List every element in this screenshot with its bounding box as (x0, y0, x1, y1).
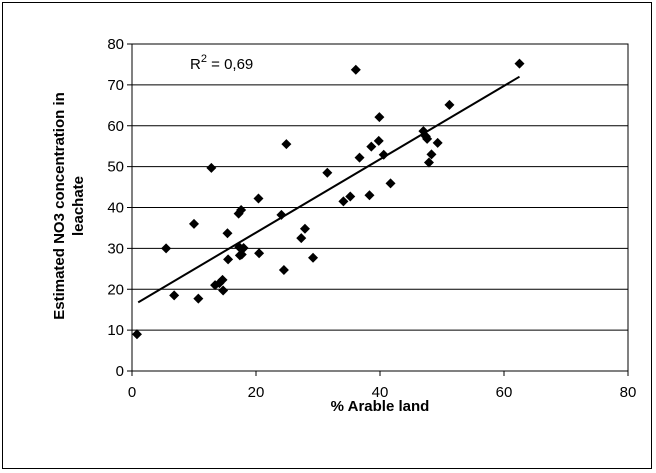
data-point (338, 196, 349, 207)
data-point (278, 265, 289, 276)
data-point (350, 64, 361, 75)
data-point (378, 149, 389, 160)
r-squared-value: = 0,69 (207, 56, 253, 73)
data-point (223, 254, 234, 265)
data-point (253, 193, 264, 204)
data-point (422, 133, 433, 144)
data-point (218, 285, 229, 296)
x-tick-label: 20 (248, 384, 265, 401)
y-axis-title-line-1: Estimated NO3 concentration in (51, 92, 68, 320)
y-tick-label: 40 (107, 200, 124, 217)
y-tick-label: 60 (107, 118, 124, 135)
data-point (432, 137, 443, 148)
y-tick-label: 20 (107, 281, 124, 298)
data-point (276, 209, 287, 220)
y-tick-label: 0 (116, 363, 124, 380)
x-axis-title: % Arable land (331, 398, 430, 415)
r-squared-sup: 2 (201, 53, 207, 65)
data-point (366, 141, 377, 152)
trendline (137, 75, 521, 304)
data-point (514, 58, 525, 69)
x-tick-label: 60 (496, 384, 513, 401)
data-point (299, 223, 310, 234)
data-point (238, 242, 249, 253)
data-point (189, 218, 199, 229)
data-point (236, 204, 247, 215)
x-tick-label: 40 (372, 384, 389, 401)
r-squared-annotation: R2 = 0,69 (190, 53, 253, 73)
data-point (364, 190, 375, 201)
data-point (308, 252, 319, 263)
y-tick-label: 10 (107, 322, 124, 339)
data-point (281, 139, 292, 150)
data-point (222, 228, 233, 239)
data-point (345, 191, 356, 202)
y-tick-label: 50 (107, 159, 124, 176)
data-point (423, 157, 434, 168)
x-tick-label: 0 (128, 384, 136, 401)
data-point (322, 167, 333, 178)
data-point (169, 290, 180, 301)
data-point (217, 274, 228, 285)
data-point (206, 162, 217, 173)
data-points (131, 58, 525, 340)
x-tick-label: 80 (620, 384, 637, 401)
data-point (426, 149, 437, 160)
data-point (385, 178, 396, 189)
y-axis-title-line-2: leachate (70, 176, 87, 236)
data-point (161, 243, 172, 254)
y-tick-label: 70 (107, 77, 124, 94)
r-squared-base: R (190, 56, 201, 73)
data-point (444, 99, 455, 110)
data-point (354, 152, 365, 163)
data-point (131, 329, 142, 340)
chart-area (2, 2, 652, 469)
data-point (374, 112, 385, 123)
y-axis-ticks: 0 10 20 30 40 50 60 70 80 (107, 36, 132, 380)
x-axis-ticks: 0 20 40 60 80 (128, 371, 637, 401)
y-tick-label: 30 (107, 240, 124, 257)
data-point (296, 233, 307, 244)
gridlines (132, 84, 628, 331)
data-point (373, 135, 384, 146)
data-point (193, 293, 204, 304)
data-point (254, 248, 265, 259)
y-tick-label: 80 (107, 36, 124, 53)
